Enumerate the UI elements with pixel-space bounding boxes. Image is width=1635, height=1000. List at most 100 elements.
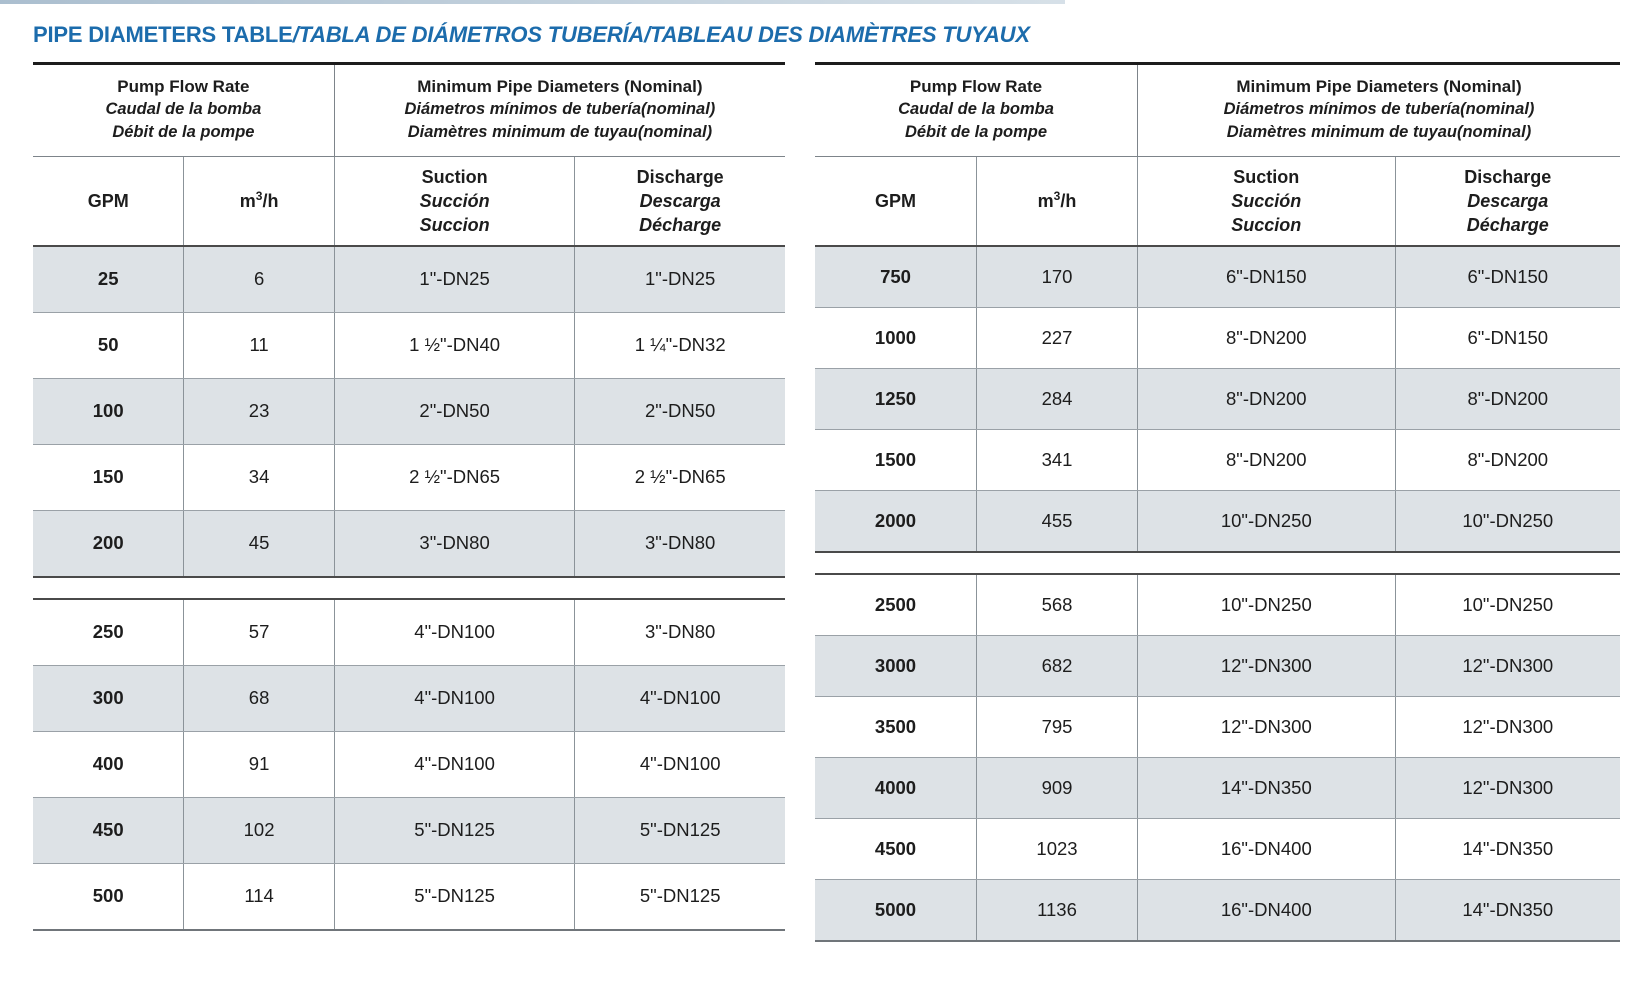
m3h-cell: 455 xyxy=(976,490,1137,551)
flow-rate-header-fr: Débit de la pompe xyxy=(904,123,1048,142)
flow-rate-header-es: Caudal de la bomba xyxy=(105,100,262,119)
table-row: 250 57 4"-DN100 3"-DN80 xyxy=(33,599,785,665)
gpm-cell: 2000 xyxy=(874,509,917,531)
table-section-upper: 25 6 1"-DN25 1"-DN25 50 11 1 ½"-DN40 1 ¼"-DN32 1… xyxy=(33,246,785,578)
discharge-cell: 3"-DN80 xyxy=(574,510,785,576)
gpm-cell: 1250 xyxy=(874,387,917,409)
m3h-cell: 57 xyxy=(183,599,333,665)
discharge-label-es: Descarga xyxy=(1467,190,1549,211)
m3h-cell: 795 xyxy=(976,696,1137,757)
suction-cell: 2 ½"-DN65 xyxy=(333,444,575,510)
flow-rate-header-en: Pump Flow Rate xyxy=(117,77,250,96)
discharge-cell: 3"-DN80 xyxy=(574,599,785,665)
gpm-cell: 1000 xyxy=(874,326,917,348)
column-header-row: GPM m3/h Suction Succión Succion Dischar… xyxy=(33,156,785,247)
table-row: 400 91 4"-DN100 4"-DN100 xyxy=(33,730,785,797)
gpm-cell: 50 xyxy=(97,334,119,356)
table-row: 5000 1136 16"-DN400 14"-DN350 xyxy=(815,878,1620,940)
page-title-translations: /TABLA DE DIÁMETROS TUBERÍA/TABLEAU DES … xyxy=(292,22,1030,47)
discharge-cell: 10"-DN250 xyxy=(1394,490,1620,551)
flow-rate-header: Pump Flow Rate Caudal de la bomba Débit … xyxy=(815,65,1137,156)
suction-cell: 8"-DN200 xyxy=(1137,429,1395,490)
m3h-cell: 6 xyxy=(183,246,333,312)
table-row: 3500 795 12"-DN300 12"-DN300 xyxy=(815,695,1620,757)
discharge-label-fr: Décharge xyxy=(1466,215,1549,236)
flow-rate-header-es: Caudal de la bomba xyxy=(898,100,1054,119)
discharge-cell: 2 ½"-DN65 xyxy=(574,444,785,510)
suction-cell: 10"-DN250 xyxy=(1137,574,1395,635)
diameters-header-es: Diámetros mínimos de tubería(nominal) xyxy=(1223,100,1535,119)
m3h-cell: 68 xyxy=(183,665,333,731)
suction-cell: 3"-DN80 xyxy=(333,510,575,576)
m3h-column-header: m3/h xyxy=(183,156,333,245)
table-row: 1250 284 8"-DN200 8"-DN200 xyxy=(815,367,1620,429)
diameters-header-fr: Diamètres minimum de tuyau(nominal) xyxy=(1226,123,1532,142)
gpm-cell: 1500 xyxy=(874,448,917,470)
flow-rate-header-fr: Débit de la pompe xyxy=(112,123,255,142)
gpm-cell: 750 xyxy=(880,265,911,287)
group-header-row: Pump Flow Rate Caudal de la bomba Débit … xyxy=(815,62,1620,157)
table-row: 4000 909 14"-DN350 12"-DN300 xyxy=(815,756,1620,818)
diameters-header: Minimum Pipe Diameters (Nominal) Diámetr… xyxy=(333,65,785,156)
diameters-header-en: Minimum Pipe Diameters (Nominal) xyxy=(1236,77,1522,96)
discharge-cell: 8"-DN200 xyxy=(1394,429,1620,490)
suction-cell: 5"-DN125 xyxy=(333,797,575,863)
table-section-upper: 750 170 6"-DN150 6"-DN150 1000 227 8"-DN200 6"-… xyxy=(815,246,1620,553)
m3h-cell: 284 xyxy=(976,368,1137,429)
m3h-cell: 170 xyxy=(976,246,1137,307)
diameters-header-fr: Diamètres minimum de tuyau(nominal) xyxy=(407,123,713,142)
suction-cell: 12"-DN300 xyxy=(1137,696,1395,757)
suction-cell: 1"-DN25 xyxy=(333,246,575,312)
discharge-cell: 1 ¼"-DN32 xyxy=(574,312,785,378)
table-row: 500 114 5"-DN125 5"-DN125 xyxy=(33,862,785,929)
table-row: 1000 227 8"-DN200 6"-DN150 xyxy=(815,306,1620,368)
suction-cell: 4"-DN100 xyxy=(333,731,575,797)
discharge-cell: 12"-DN300 xyxy=(1394,635,1620,696)
gpm-cell: 500 xyxy=(92,885,124,907)
group-header-row: Pump Flow Rate Caudal de la bomba Débit … xyxy=(33,62,785,157)
header-rule xyxy=(0,0,1065,4)
gpm-cell: 4500 xyxy=(874,837,917,859)
m3h-cell: 114 xyxy=(183,863,333,929)
suction-cell: 4"-DN100 xyxy=(333,599,575,665)
gpm-cell: 250 xyxy=(92,621,124,643)
discharge-cell: 5"-DN125 xyxy=(574,863,785,929)
column-header-row: GPM m3/h Suction Succión Succion Dischar… xyxy=(815,156,1620,247)
suction-cell: 16"-DN400 xyxy=(1137,879,1395,940)
page-title: PIPE DIAMETERS TABLE/TABLA DE DIÁMETROS … xyxy=(33,22,1635,48)
diameters-header: Minimum Pipe Diameters (Nominal) Diámetr… xyxy=(1137,65,1620,156)
m3h-cell: 1023 xyxy=(976,818,1137,879)
discharge-label-es: Descarga xyxy=(639,190,721,211)
discharge-cell: 6"-DN150 xyxy=(1394,307,1620,368)
m3h-label: m3/h xyxy=(1037,189,1077,212)
table-row: 3000 682 12"-DN300 12"-DN300 xyxy=(815,634,1620,696)
discharge-cell: 4"-DN100 xyxy=(574,665,785,731)
m3h-label: m3/h xyxy=(239,189,279,212)
page-title-english: PIPE DIAMETERS TABLE xyxy=(33,22,293,47)
suction-column-header: Suction Succión Succion xyxy=(1137,156,1395,245)
m3h-cell: 34 xyxy=(183,444,333,510)
suction-label-en: Suction xyxy=(421,166,488,187)
flow-rate-header-en: Pump Flow Rate xyxy=(909,77,1043,96)
discharge-cell: 8"-DN200 xyxy=(1394,368,1620,429)
table-row: 450 102 5"-DN125 5"-DN125 xyxy=(33,796,785,863)
gpm-cell: 100 xyxy=(92,400,124,422)
table-row: 200 45 3"-DN80 3"-DN80 xyxy=(33,509,785,576)
gpm-cell: 25 xyxy=(97,268,119,290)
table-row: 50 11 1 ½"-DN40 1 ¼"-DN32 xyxy=(33,311,785,378)
table-row: 750 170 6"-DN150 6"-DN150 xyxy=(815,246,1620,307)
suction-label-fr: Succion xyxy=(1231,215,1302,236)
gpm-label: GPM xyxy=(874,190,916,211)
table-row: 2000 455 10"-DN250 10"-DN250 xyxy=(815,489,1620,551)
m3h-cell: 909 xyxy=(976,757,1137,818)
gpm-cell: 150 xyxy=(92,466,124,488)
pipe-table-right: Pump Flow Rate Caudal de la bomba Débit … xyxy=(815,62,1620,942)
gpm-cell: 200 xyxy=(92,532,124,554)
suction-cell: 6"-DN150 xyxy=(1137,246,1395,307)
discharge-label-fr: Décharge xyxy=(639,215,722,236)
m3h-cell: 91 xyxy=(183,731,333,797)
gpm-column-header: GPM xyxy=(33,157,183,245)
suction-cell: 10"-DN250 xyxy=(1137,490,1395,551)
suction-column-header: Suction Succión Succion xyxy=(333,156,575,245)
m3h-cell: 227 xyxy=(976,307,1137,368)
